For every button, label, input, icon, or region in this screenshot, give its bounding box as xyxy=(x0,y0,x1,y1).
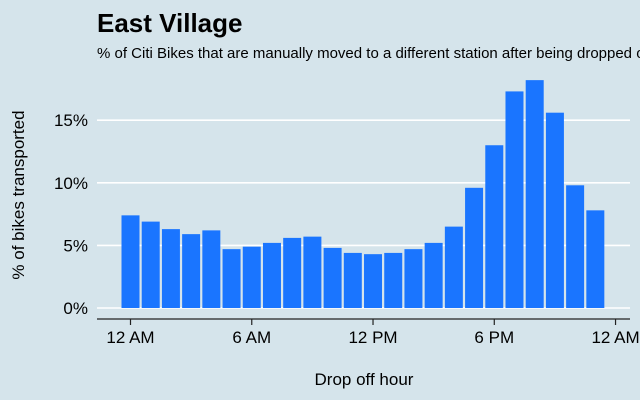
y-tick-label: 10% xyxy=(54,174,88,193)
bar-1 xyxy=(141,221,160,308)
bar-10 xyxy=(323,247,342,308)
y-tick-label: 0% xyxy=(63,299,88,318)
y-tick-label: 5% xyxy=(63,236,88,255)
bar-8 xyxy=(283,237,302,308)
bar-23 xyxy=(586,210,605,308)
x-tick-label: 6 AM xyxy=(232,328,271,347)
bar-7 xyxy=(262,242,281,308)
bar-5 xyxy=(222,249,241,308)
y-axis-label: % of bikes transported xyxy=(9,110,28,279)
bar-22 xyxy=(566,185,585,308)
bar-20 xyxy=(525,80,544,308)
chart-title: East Village xyxy=(97,8,243,38)
x-ticks: 12 AM 6 AM 12 PM 6 PM 12 AM xyxy=(106,319,640,347)
bar-16 xyxy=(444,226,463,308)
bar-0 xyxy=(121,215,140,308)
x-tick-label: 12 AM xyxy=(106,328,154,347)
bar-18 xyxy=(485,145,504,308)
bar-11 xyxy=(343,252,362,308)
bar-15 xyxy=(424,242,443,308)
bar-4 xyxy=(202,230,221,308)
bar-21 xyxy=(545,112,564,308)
bar-12 xyxy=(364,254,383,308)
bar-2 xyxy=(161,229,180,308)
bar-3 xyxy=(182,234,201,308)
y-tick-label: 15% xyxy=(54,111,88,130)
bar-14 xyxy=(404,249,423,308)
x-tick-label: 6 PM xyxy=(474,328,514,347)
x-tick-label: 12 PM xyxy=(348,328,397,347)
bar-13 xyxy=(384,252,403,308)
bars xyxy=(121,80,605,309)
bar-6 xyxy=(242,246,261,308)
x-axis-label: Drop off hour xyxy=(315,370,414,389)
y-ticks: 0% 5% 10% 15% xyxy=(54,111,88,318)
chart-subtitle: % of Citi Bikes that are manually moved … xyxy=(97,45,640,62)
bar-9 xyxy=(303,236,322,308)
x-tick-label: 12 AM xyxy=(591,328,639,347)
bar-19 xyxy=(505,91,524,309)
bar-17 xyxy=(465,187,484,308)
